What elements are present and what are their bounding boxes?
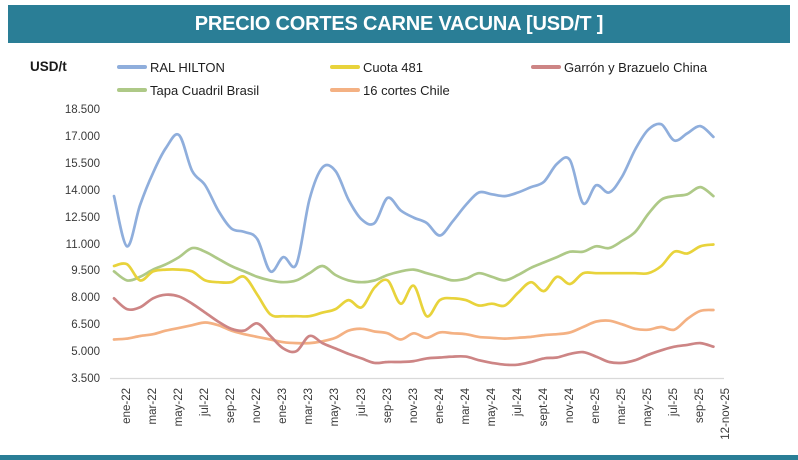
x-tick-label: may-25 (642, 388, 655, 427)
legend-label: 16 cortes Chile (363, 82, 450, 98)
series-line-ral-hilton (112, 122, 715, 274)
x-tick-label: may-23 (329, 388, 342, 427)
legend-label: Cuota 481 (363, 59, 423, 75)
x-tick-label: nov-24 (564, 388, 577, 424)
x-tick-label: may-24 (485, 388, 498, 427)
legend-marker-cuota-481 (330, 65, 360, 69)
x-tick-label: mar-23 (303, 388, 316, 425)
x-tick-label: ene-22 (121, 388, 133, 424)
x-tick-label: mar-25 (616, 388, 629, 425)
x-tick-label: ene-23 (277, 388, 290, 424)
series-line-tapa-cuadril-brasil (112, 185, 715, 284)
series-line-garron-y-brazuelo-china (112, 293, 715, 367)
x-tick-label: sep-23 (381, 388, 394, 424)
y-tick-label: 5.000 (71, 346, 100, 359)
y-tick-label: 17.000 (64, 130, 100, 143)
legend-marker-16-cortes-chile (330, 88, 360, 92)
legend-item-cuota-481: Cuota 481 (330, 59, 423, 75)
y-tick-label: 3.500 (71, 373, 100, 385)
legend-marker-garron-y-brazuelo-china (531, 65, 561, 69)
x-tick-label: sept-24 (537, 388, 550, 427)
x-tick-label: mar-24 (459, 388, 472, 425)
x-tick-label: sep-25 (694, 388, 707, 424)
x-tick-label: jul-23 (355, 388, 368, 417)
y-tick-label: 14.000 (64, 184, 100, 197)
y-axis-unit-label: USD/t (30, 59, 67, 74)
y-tick-label: 9.500 (71, 265, 100, 278)
x-tick-label: sep-22 (225, 388, 238, 424)
x-tick-label: ene-24 (433, 388, 446, 424)
series-line-16-cortes-chile (112, 308, 715, 345)
x-tick-label: nov-22 (251, 388, 264, 424)
x-tick-label: jul-25 (668, 388, 681, 417)
legend-marker-ral-hilton (117, 65, 147, 69)
x-tick-label: ene-25 (590, 388, 603, 424)
x-tick-label: 12-nov-25 (720, 388, 733, 440)
y-tick-label: 18.500 (64, 104, 100, 116)
y-tick-label: 11.000 (65, 238, 100, 251)
chart-title-bar: PRECIO CORTES CARNE VACUNA [USD/T ] (8, 5, 790, 43)
legend-label: Tapa Cuadril Brasil (150, 82, 260, 98)
bottom-accent-bar (0, 455, 798, 460)
legend-item-tapa-cuadril-brasil: Tapa Cuadril Brasil (117, 82, 260, 98)
x-tick-label: mar-22 (147, 388, 160, 425)
x-tick-label: jul-24 (511, 388, 524, 417)
y-tick-label: 12.500 (64, 211, 100, 224)
legend-item-garron-y-brazuelo-china: Garrón y Brazuelo China (531, 59, 708, 75)
legend-label: RAL HILTON (150, 59, 225, 75)
legend-item-ral-hilton: RAL HILTON (117, 59, 225, 75)
legend-label: Garrón y Brazuelo China (564, 59, 708, 75)
y-tick-label: 8.000 (71, 292, 100, 305)
y-tick-label: 6.500 (71, 319, 100, 332)
legend-marker-tapa-cuadril-brasil (117, 88, 147, 92)
x-tick-label: nov-23 (407, 388, 420, 424)
x-tick-label: may-22 (173, 388, 186, 427)
chart-title: PRECIO CORTES CARNE VACUNA [USD/T ] (194, 12, 604, 35)
y-tick-label: 15.500 (64, 157, 100, 170)
legend-item-16-cortes-chile: 16 cortes Chile (330, 82, 450, 98)
x-tick-label: jul-22 (199, 388, 212, 417)
series-line-cuota-481 (112, 243, 715, 318)
